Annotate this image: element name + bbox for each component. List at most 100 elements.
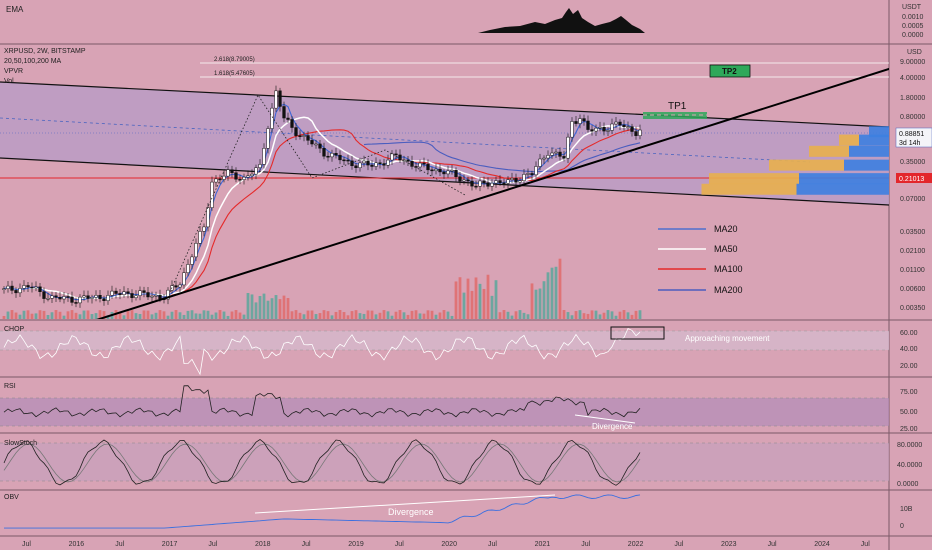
volume-bar bbox=[86, 310, 90, 319]
candle-body bbox=[342, 159, 346, 162]
volume-bar bbox=[78, 314, 82, 319]
candle-body bbox=[50, 295, 54, 299]
rsi-title: RSI bbox=[4, 383, 16, 390]
chop-price-label: 40.00 bbox=[900, 346, 918, 353]
candle-body bbox=[78, 296, 82, 304]
obv-title: OBV bbox=[4, 494, 19, 501]
candle-body bbox=[578, 118, 582, 124]
vpvr-up-bar bbox=[799, 173, 889, 185]
candle-body bbox=[142, 290, 146, 293]
price-label: 0.03500 bbox=[900, 229, 925, 236]
candle-body bbox=[498, 180, 502, 184]
volume-bar bbox=[10, 310, 14, 319]
volume-bar bbox=[42, 310, 46, 319]
volume-bar bbox=[510, 315, 514, 319]
candle-body bbox=[490, 182, 494, 187]
candle-body bbox=[410, 161, 414, 167]
candle-body bbox=[146, 292, 150, 298]
ema-price-label: 0.0005 bbox=[902, 23, 924, 30]
time-tick-label: 2024 bbox=[814, 541, 830, 548]
rsi-line bbox=[3, 385, 641, 418]
volume-bar bbox=[478, 283, 482, 319]
volume-bar bbox=[174, 310, 178, 319]
time-tick-label: 2023 bbox=[721, 541, 737, 548]
volume-bar bbox=[38, 310, 42, 319]
volume-bar bbox=[310, 310, 314, 319]
tp1-label: TP1 bbox=[668, 101, 687, 112]
volume-bar bbox=[82, 310, 86, 319]
ma-settings-label: 20,50,100,200 MA bbox=[4, 58, 62, 65]
volume-bar bbox=[370, 310, 374, 319]
candle-body bbox=[158, 294, 162, 300]
candle-body bbox=[358, 162, 362, 168]
candle-body bbox=[190, 256, 194, 265]
candle-body bbox=[458, 176, 462, 182]
volume-bar bbox=[222, 311, 226, 319]
volume-bar bbox=[278, 299, 282, 319]
vpvr-up-bar bbox=[859, 134, 889, 146]
candle-body bbox=[618, 121, 622, 126]
volume-bar bbox=[618, 311, 622, 319]
candle-body bbox=[430, 169, 434, 172]
candle-body bbox=[198, 231, 202, 244]
volume-bar bbox=[262, 293, 266, 319]
volume-bar bbox=[286, 298, 290, 319]
candle-body bbox=[334, 153, 338, 156]
volume-bar bbox=[562, 310, 566, 319]
chop-price-label: 20.00 bbox=[900, 363, 918, 370]
candle-body bbox=[566, 136, 570, 159]
volume-bar bbox=[598, 314, 602, 319]
volume-bar bbox=[290, 311, 294, 319]
time-axis: Jul 2016 Jul 2017 Jul 2018 Jul 2019 Jul 2020 Jul 20… bbox=[22, 541, 870, 548]
volume-bars bbox=[2, 258, 642, 319]
candle-body bbox=[134, 295, 138, 298]
candle-body bbox=[254, 167, 258, 175]
volume-bar bbox=[6, 311, 10, 319]
stoch-d-line bbox=[3, 443, 641, 483]
symbol-title: XRPUSD, 2W, BITSTAMP bbox=[4, 48, 86, 55]
volume-bar bbox=[246, 293, 250, 319]
volume-bar bbox=[622, 310, 626, 319]
candle-body bbox=[346, 159, 350, 162]
candle-body bbox=[30, 286, 34, 289]
candle-body bbox=[434, 168, 438, 172]
candle-body bbox=[214, 178, 218, 183]
candle-body bbox=[374, 162, 378, 167]
chop-annotation: Approaching movement bbox=[685, 334, 770, 343]
volume-bar bbox=[94, 313, 98, 319]
candle-body bbox=[278, 90, 282, 107]
volume-bar bbox=[602, 312, 606, 319]
rsi-divergence-line bbox=[574, 414, 636, 424]
price-label: 9.00000 bbox=[900, 59, 925, 66]
vpvr-label: VPVR bbox=[4, 68, 23, 75]
candle-body bbox=[462, 179, 466, 182]
candle-body bbox=[282, 106, 286, 119]
ema-price-label: USDT bbox=[902, 4, 922, 11]
candle-body bbox=[542, 157, 546, 160]
countdown-label: 3d 14h bbox=[899, 140, 921, 147]
time-tick-label: 2021 bbox=[535, 541, 551, 548]
volume-bar bbox=[430, 310, 434, 319]
channel-lower-line bbox=[0, 157, 889, 206]
volume-bar bbox=[154, 312, 158, 319]
candle-body bbox=[238, 178, 242, 181]
current-price-badge bbox=[895, 127, 932, 148]
volume-bar bbox=[554, 266, 558, 319]
candle-body bbox=[22, 285, 26, 289]
candle-body bbox=[638, 129, 642, 136]
candle-body bbox=[306, 135, 310, 141]
volume-bar bbox=[250, 294, 254, 319]
volume-bar bbox=[70, 310, 74, 319]
chop-highlight-box bbox=[610, 326, 665, 340]
candle-body bbox=[38, 286, 42, 292]
volume-bar bbox=[490, 295, 494, 319]
wave-dotted-lines bbox=[169, 94, 466, 293]
chop-panel: CHOP Approaching movement 60.00 40.00 20… bbox=[0, 326, 918, 376]
volume-bar bbox=[442, 310, 446, 319]
volume-bar bbox=[362, 313, 366, 319]
time-tick-label: Jul bbox=[581, 541, 590, 548]
candle-body bbox=[230, 169, 234, 173]
volume-bar bbox=[162, 311, 166, 319]
volume-bar bbox=[550, 267, 554, 319]
